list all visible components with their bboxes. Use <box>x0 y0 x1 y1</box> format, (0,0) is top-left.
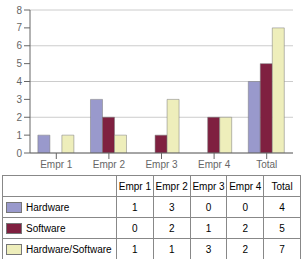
html-text:4: 4 <box>279 201 285 213</box>
html-text:2: 2 <box>242 222 249 234</box>
html-text:1: 1 <box>132 243 138 255</box>
html-text:7: 7 <box>279 243 285 255</box>
html-text:2: 2 <box>242 243 249 255</box>
svg-text:Empr 2: Empr 2 <box>93 159 126 170</box>
html-text:Total: Total <box>271 180 293 192</box>
html-text:1: 1 <box>205 222 212 234</box>
html-text:1: 1 <box>132 201 138 213</box>
svg-text:Empr 1: Empr 1 <box>40 159 73 170</box>
svg-text:3: 3 <box>16 94 22 105</box>
svg-text:Empr 4: Empr 4 <box>198 159 231 170</box>
svg-text:4: 4 <box>16 76 22 87</box>
html-text:Hardware: Hardware <box>26 201 70 213</box>
svg-text:6: 6 <box>16 40 22 51</box>
html-text:3: 3 <box>168 201 175 213</box>
html-text:0: 0 <box>205 201 212 213</box>
svg-text:Total: Total <box>256 159 277 170</box>
html-text:1: 1 <box>168 243 175 255</box>
svg-text:8: 8 <box>16 5 22 16</box>
html-text:2: 2 <box>168 222 175 234</box>
html-text:3: 3 <box>205 243 212 255</box>
html-text:5: 5 <box>279 222 285 234</box>
svg-text:1: 1 <box>16 130 22 141</box>
html-text:Empr 1 Empr 2 Empr 3 Empr 4: Empr 1 Empr 2 Empr 3 Empr 4 <box>118 180 262 192</box>
svg-text:7: 7 <box>16 22 22 33</box>
svg-text:0: 0 <box>16 148 22 159</box>
html-text:0: 0 <box>132 222 138 234</box>
svg-text:5: 5 <box>16 58 22 69</box>
svg-text:2: 2 <box>16 112 22 123</box>
svg-text:Empr 3: Empr 3 <box>145 159 178 170</box>
html-text:0: 0 <box>242 201 249 213</box>
html-text:Software: Software <box>26 222 66 234</box>
html-text:Hardware/Software: Hardware/Software <box>26 243 112 255</box>
